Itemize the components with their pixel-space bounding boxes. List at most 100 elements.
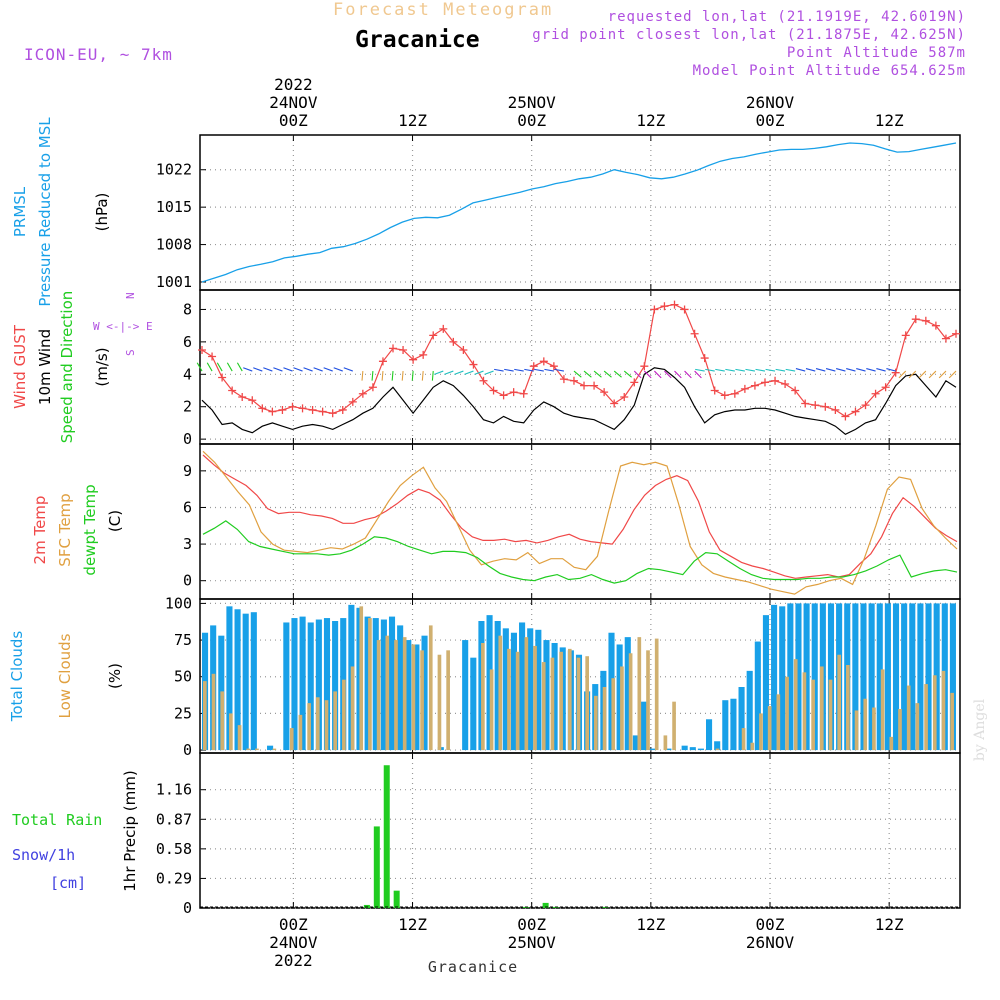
y-tick-label: 50 [174,668,192,686]
low-cloud-bar [576,657,581,751]
point-altitude: Point Altitude 587m [786,45,966,61]
low-cloud-bar [759,713,763,751]
gust-marker [881,383,890,392]
low-cloud-bar [767,706,772,751]
low-cloud-bar [289,728,294,751]
total-cloud-bar [933,603,940,751]
bottom-time-label: 00Z [756,915,785,934]
wind-10m-label: 10m Wind [36,329,54,405]
gust-marker [489,386,498,395]
total-cloud-bar [405,640,412,751]
bottom-time-label: 12Z [875,915,904,934]
gust-marker [690,329,699,338]
wind-direction-arrow [775,368,786,372]
total-cloud-bar [884,603,891,751]
total-cloud-bar [332,621,339,751]
wind-direction-arrow [583,370,592,378]
total-cloud-bar [413,644,420,751]
wind-direction-arrow [623,370,632,378]
gust-marker [449,337,458,346]
gust-marker [911,315,920,324]
gust-marker [499,391,508,400]
y-tick-label: 0 [183,572,192,590]
pressure-label-prmsl: PRMSL [11,186,29,237]
low-cloud-bar [854,710,859,751]
total-cloud-bar [949,603,956,751]
wind-direction-arrow [361,371,364,381]
gust-marker [479,376,488,385]
y-tick-label: 1.16 [156,781,192,799]
wind-direction-arrow [381,371,384,381]
gust-marker [851,407,860,416]
low-cloud-bar [837,654,842,751]
wind-direction-arrow [411,371,414,381]
requested-coords: requested lon,lat (21.1919E, 42.6019N) [607,9,966,25]
low-cloud-bar [446,650,450,751]
low-cloud-bar [437,654,442,751]
gust-marker [700,354,709,363]
panel-1 [199,289,961,445]
wind-speed-line [201,367,957,436]
wind-direction-arrow [948,370,957,379]
y-tick-label: 0.58 [156,840,192,858]
gust-marker [720,391,729,400]
total-cloud-bar [722,700,729,751]
footer-location: Gracanice [428,958,518,976]
gust-marker [670,300,679,309]
rain-bar [393,890,400,908]
total-cloud-bar [364,616,371,751]
total-cloud-bar [649,748,656,751]
gust-marker [208,352,217,361]
panel-frame [199,289,961,445]
y-tick-label: 0.29 [156,869,192,887]
temp-unit-label: (C) [106,510,124,532]
wind-direction-label: Speed and Direction [58,291,76,444]
low-cloud-bar [715,748,720,751]
temp-sfc-line [202,450,958,595]
gust-marker [952,329,960,338]
bottom-time-label: 24NOV [269,933,318,952]
total-cloud-bar [730,698,737,751]
total-cloud-bar [291,618,298,751]
top-time-label: 12Z [875,111,904,130]
bottom-time-label: 12Z [398,915,427,934]
total-cloud-bar [827,603,835,751]
gust-marker [801,399,810,408]
temp-2m-line [202,454,958,579]
gust-marker [931,321,940,330]
total-cloud-bar [795,603,802,751]
low-cloud-bar [420,650,424,751]
wind-direction-arrow [464,370,474,375]
wind-direction-arrow [846,368,856,372]
gust-marker [569,376,578,385]
wind-direction-arrow [876,368,886,372]
low-cloud-bar [776,694,781,751]
wind-direction-arrow [474,370,484,375]
total-cloud-bar [665,748,672,751]
gust-marker [348,397,357,406]
top-time-label: 12Z [398,111,427,130]
total-cloud-bar [771,604,778,751]
y-tick-label: 25 [174,704,192,722]
snow-unit-label: [cm] [50,874,86,892]
wind-direction-arrow [886,368,896,372]
wind-direction-arrow [524,368,534,372]
total-cloud-bar [299,616,306,751]
total-cloud-bar [519,622,526,751]
low-cloud-bar [550,657,555,751]
total-cloud-bar [421,635,428,751]
temp-2m-label: 2m Temp [31,496,49,565]
wind-direction-arrow [434,370,444,375]
wind-direction-arrow [785,368,796,372]
gust-marker [288,402,297,411]
compass-we: W <-|-> E [93,320,153,333]
wind-direction-arrow [735,368,745,372]
y-tick-label: 6 [183,333,192,351]
y-tick-label: 100 [165,594,192,612]
top-time-label: 25NOV [508,93,557,112]
gust-marker [841,412,850,421]
low-cloud-bar [342,679,346,751]
wind-direction-arrow [593,370,602,378]
low-cloud-bar [872,707,876,751]
low-cloud-bar [741,728,746,751]
